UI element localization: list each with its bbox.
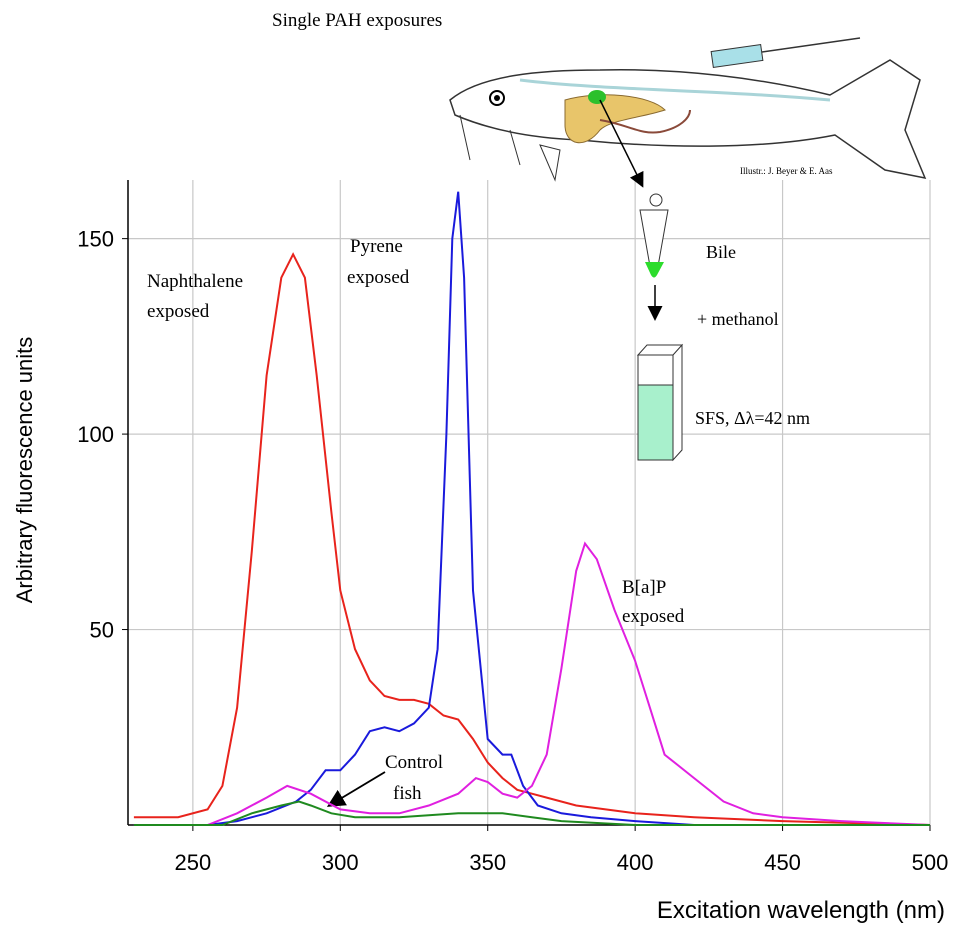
- illustration-label: Bile: [706, 242, 736, 262]
- annotation: Pyrene: [350, 236, 403, 257]
- annotation: Naphthalene: [147, 271, 243, 292]
- y-tick-label: 150: [77, 227, 114, 252]
- x-tick-label: 350: [469, 850, 506, 875]
- illustration-label: + methanol: [697, 309, 779, 329]
- annotation: exposed: [622, 606, 685, 627]
- grid: [128, 180, 931, 825]
- y-axis-title: Arbitrary fluorescence units: [12, 337, 37, 604]
- x-axis-title: Excitation wavelength (nm): [657, 897, 945, 924]
- x-tick-label: 400: [617, 850, 654, 875]
- x-tick-label: 500: [912, 850, 949, 875]
- annotation: B[a]P: [622, 577, 666, 598]
- data-line: [133, 800, 930, 826]
- illustration-label: Illustr.: J. Beyer & E. Aas: [740, 166, 833, 176]
- annotation: Control: [385, 752, 443, 773]
- annotation: exposed: [347, 267, 410, 288]
- x-tick-label: 300: [322, 850, 359, 875]
- illustration: [326, 37, 927, 807]
- x-tick-label: 450: [764, 850, 801, 875]
- data-line: [133, 541, 931, 826]
- y-tick-label: 100: [77, 422, 114, 447]
- illustration-label: SFS, Δλ=42 nm: [695, 408, 810, 428]
- x-tick-label: 250: [175, 850, 212, 875]
- data-line: [133, 252, 931, 826]
- illustration-label: Single PAH exposures: [272, 10, 442, 31]
- annotation: exposed: [147, 301, 210, 322]
- y-tick-label: 50: [90, 618, 114, 643]
- data-line: [133, 191, 930, 826]
- annotation: fish: [393, 783, 422, 804]
